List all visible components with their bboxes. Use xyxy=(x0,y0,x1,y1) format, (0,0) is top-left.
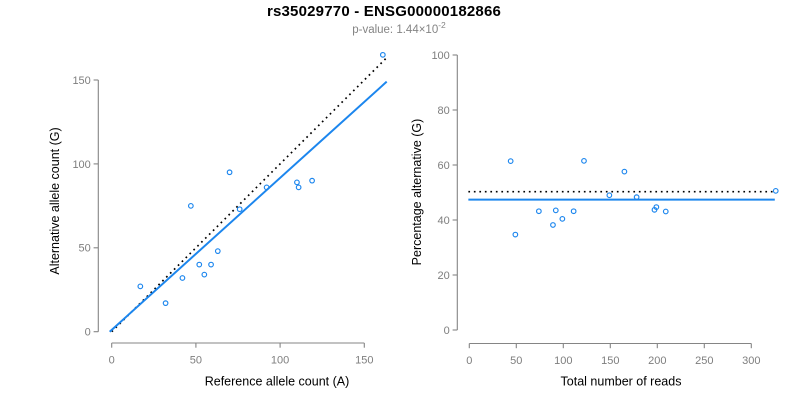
data-point xyxy=(179,275,186,281)
data-point xyxy=(662,208,669,215)
data-point xyxy=(201,271,208,278)
percentage-vs-coverage-panel: 0 50 100 150 200 250 300 0 20 40 60 80 100 Total numb… xyxy=(410,50,779,389)
y-tick-label: 0 xyxy=(444,325,450,337)
x-tick-label: 100 xyxy=(271,354,289,366)
x-axis-label: Reference allele count (A) xyxy=(205,375,350,389)
data-point xyxy=(263,184,270,191)
data-point xyxy=(633,194,640,201)
y-tick-label: 20 xyxy=(438,270,450,282)
data-point xyxy=(507,158,514,165)
y-tick-label: 80 xyxy=(438,105,450,117)
x-tick-label: 0 xyxy=(109,354,115,366)
data-point xyxy=(581,157,587,164)
data-point xyxy=(236,206,243,213)
data-point xyxy=(137,283,144,290)
y-tick-label: 50 xyxy=(79,243,91,255)
data-point xyxy=(187,202,194,209)
data-point xyxy=(559,216,566,222)
y-tick-label: 40 xyxy=(438,215,450,227)
data-point xyxy=(651,206,658,213)
y-tick-label: 100 xyxy=(431,50,449,62)
data-point xyxy=(295,184,302,191)
y-tick-label: 0 xyxy=(85,327,91,339)
x-tick-label: 100 xyxy=(554,355,572,367)
data-point xyxy=(162,300,169,307)
allele-counts-panel: 0 50 100 150 0 50 100 150 Reference allele count… xyxy=(48,51,388,389)
x-tick-label: 200 xyxy=(648,355,666,367)
data-point xyxy=(535,208,542,215)
data-point xyxy=(196,261,203,268)
data-point xyxy=(512,231,519,238)
y-axis-label: Percentage alternative (G) xyxy=(410,119,424,266)
plot-subtitle: p-value: 1.44×10-2 xyxy=(199,20,599,36)
p-value-exponent: -2 xyxy=(438,20,446,30)
data-point xyxy=(621,168,628,175)
x-tick-label: 250 xyxy=(695,355,713,367)
fit-line xyxy=(109,80,388,333)
x-tick-label: 300 xyxy=(742,355,760,367)
x-tick-label: 150 xyxy=(601,355,619,367)
data-point xyxy=(606,192,613,199)
data-point xyxy=(208,261,214,268)
data-point xyxy=(379,51,386,58)
x-tick-label: 150 xyxy=(355,354,373,366)
x-tick-label: 50 xyxy=(510,355,522,367)
y-tick-label: 60 xyxy=(438,160,450,172)
identity-line xyxy=(111,57,387,333)
plot-title: rs35029770 - ENSG00000182866 xyxy=(266,3,502,20)
data-point xyxy=(214,248,221,255)
y-tick-label: 100 xyxy=(72,159,90,171)
data-point xyxy=(772,187,779,194)
y-tick-label: 150 xyxy=(72,75,90,87)
data-point xyxy=(550,222,556,228)
data-point xyxy=(226,169,233,176)
x-axis-label: Total number of reads xyxy=(561,375,682,389)
x-tick-label: 50 xyxy=(190,354,202,366)
data-point xyxy=(570,208,577,215)
data-point xyxy=(309,177,315,184)
data-point xyxy=(552,207,559,214)
x-tick-label: 0 xyxy=(466,355,472,367)
data-point xyxy=(294,179,300,186)
y-axis-label: Alternative allele count (G) xyxy=(48,127,62,274)
p-value-text: p-value: 1.44×10 xyxy=(352,23,439,36)
